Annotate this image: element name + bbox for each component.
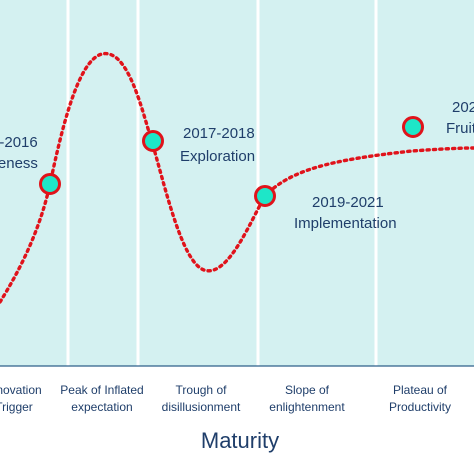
phase-band-peak — [68, 0, 138, 366]
phase-label-line2: enlightenment — [269, 400, 345, 414]
hype-curve — [0, 52, 474, 304]
milestone-years-fruition: 2022 — [452, 99, 474, 116]
milestone-years-awareness: 2015-2016 — [0, 134, 38, 151]
axis-title: Maturity — [201, 428, 279, 453]
phase-label-line2: Productivity — [389, 400, 451, 414]
milestone-marker-implementation — [254, 185, 276, 207]
phase-label-line2: Trigger — [0, 400, 33, 414]
milestone-label-awareness: Awareness — [0, 155, 38, 172]
phase-label-line1: Slope of — [285, 383, 330, 397]
phase-label-line1: Trough of — [176, 383, 228, 397]
phase-band-trough — [138, 0, 258, 366]
milestone-marker-awareness — [39, 173, 61, 195]
phase-band-plateau — [376, 0, 474, 366]
phase-label-line2: expectation — [71, 400, 132, 414]
milestone-label-fruition: Fruition — [446, 120, 474, 137]
milestone-years-exploration: 2017-2018 — [183, 125, 255, 142]
phase-label-line2: disillusionment — [162, 400, 241, 414]
phase-label-line1: Peak of Inflated — [60, 383, 143, 397]
milestone-marker-exploration — [142, 130, 164, 152]
milestone-years-implementation: 2019-2021 — [312, 194, 384, 211]
phase-label-line1: Plateau of — [393, 383, 448, 397]
milestone-label-implementation: Implementation — [294, 215, 397, 232]
phase-label-line1: Innovation — [0, 383, 42, 397]
phase-band-slope — [258, 0, 376, 366]
milestone-label-exploration: Exploration — [180, 148, 255, 165]
milestone-marker-fruition — [402, 116, 424, 138]
